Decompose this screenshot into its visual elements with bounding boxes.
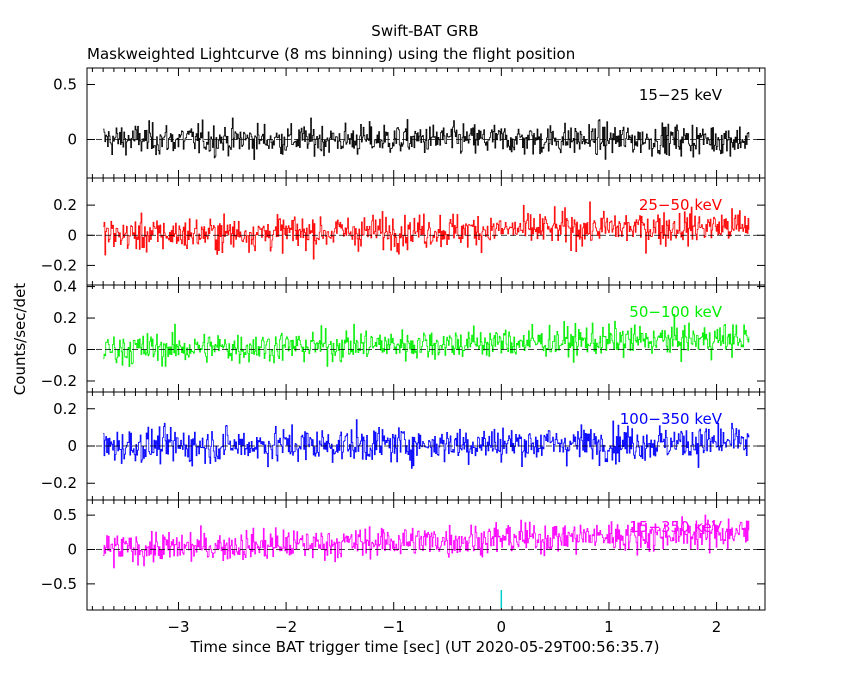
series-line-15-25-keV — [103, 117, 750, 160]
y-tick-label: 0.4 — [53, 278, 77, 296]
chart-subtitle: Maskweighted Lightcurve (8 ms binning) u… — [87, 45, 576, 63]
y-tick-label: 0.2 — [53, 196, 77, 214]
y-tick-label: 0 — [67, 341, 77, 359]
y-tick-label: 0.5 — [53, 506, 77, 524]
band-label: 25−50 keV — [639, 196, 723, 214]
x-tick-label: 1 — [604, 618, 614, 636]
y-tick-label: 0.2 — [53, 400, 77, 418]
y-tick-label: −0.2 — [41, 256, 77, 274]
panel-frame — [86, 284, 766, 393]
x-tick-label: −3 — [167, 618, 189, 636]
chart-title: Swift-BAT GRB — [371, 22, 479, 40]
x-tick-label: 0 — [497, 618, 507, 636]
panel-frame — [86, 67, 766, 179]
y-tick-label: −0.2 — [41, 372, 77, 390]
y-tick-label: 0 — [67, 226, 77, 244]
x-tick-label: 2 — [712, 618, 722, 636]
y-tick-label: 0.2 — [53, 309, 77, 327]
band-label: 100−350 keV — [620, 410, 723, 428]
y-axis-label: Counts/sec/det — [11, 282, 29, 396]
y-tick-label: 0 — [67, 541, 77, 559]
band-label: 50−100 keV — [629, 303, 722, 321]
series-line-15-350-keV — [103, 514, 750, 569]
y-tick-label: 0 — [67, 131, 77, 149]
x-tick-label: −2 — [275, 618, 297, 636]
y-tick-label: −0.5 — [41, 575, 77, 593]
panel-frame — [86, 499, 766, 611]
band-label: 15−25 keV — [639, 86, 723, 104]
x-tick-label: −1 — [383, 618, 405, 636]
y-tick-label: 0 — [67, 437, 77, 455]
y-tick-label: 0.5 — [53, 76, 77, 94]
band-label: 15−350 keV — [629, 518, 722, 536]
y-tick-label: −0.2 — [41, 474, 77, 492]
x-axis-label: Time since BAT trigger time [sec] (UT 20… — [190, 638, 660, 656]
series-line-25-50-keV — [103, 201, 750, 260]
series-line-50-100-keV — [103, 314, 750, 367]
